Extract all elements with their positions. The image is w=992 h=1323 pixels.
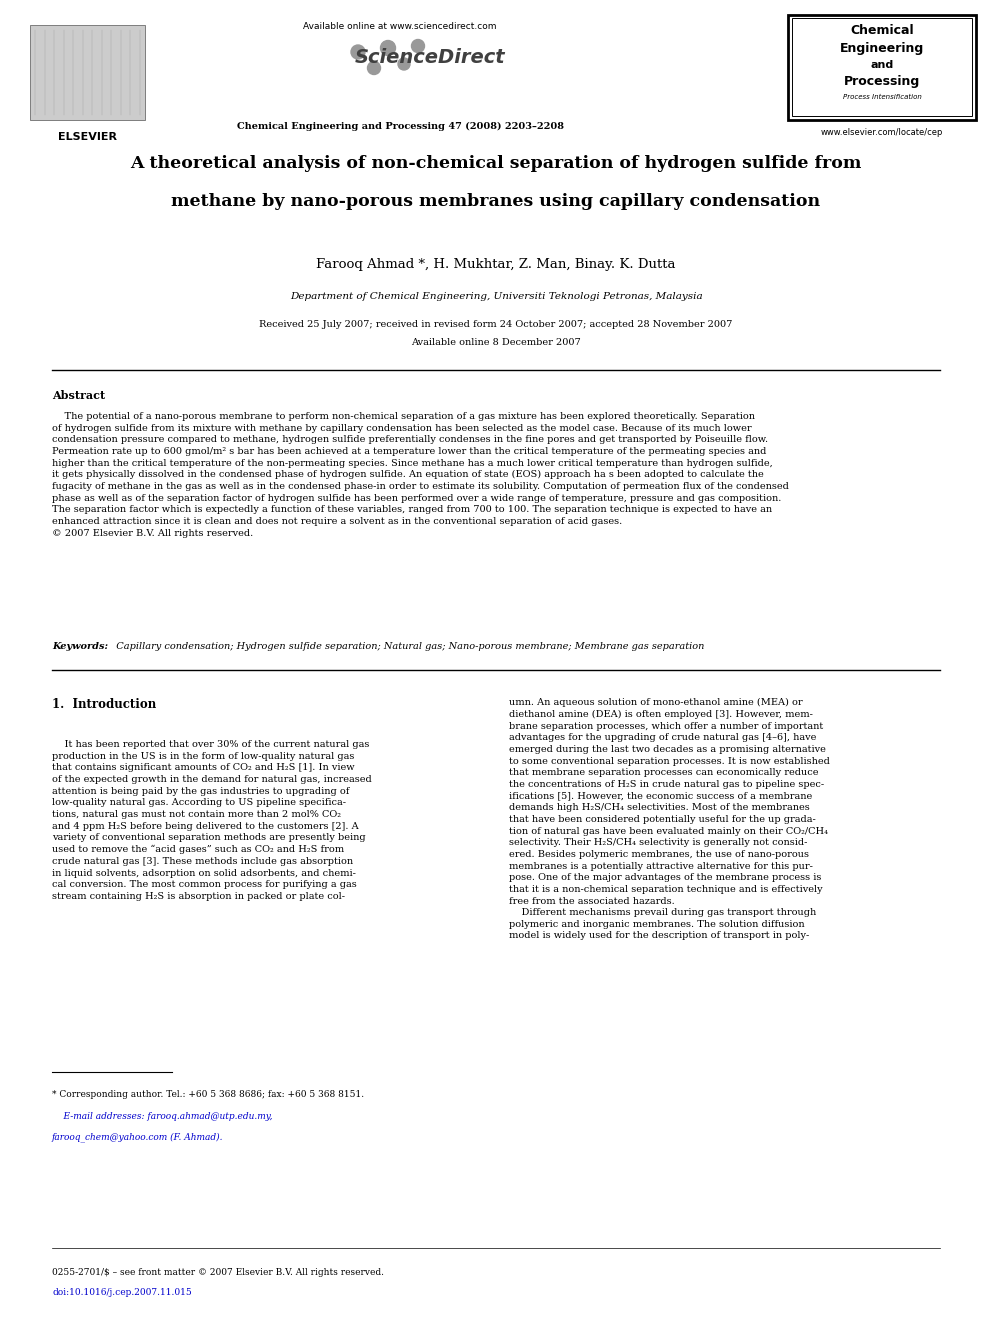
Text: Available online at www.sciencedirect.com: Available online at www.sciencedirect.co… xyxy=(304,22,497,30)
Text: A theoretical analysis of non-chemical separation of hydrogen sulfide from: A theoretical analysis of non-chemical s… xyxy=(130,155,862,172)
Text: Chemical Engineering and Processing 47 (2008) 2203–2208: Chemical Engineering and Processing 47 (… xyxy=(236,122,563,131)
Text: Received 25 July 2007; received in revised form 24 October 2007; accepted 28 Nov: Received 25 July 2007; received in revis… xyxy=(259,320,733,329)
Text: www.elsevier.com/locate/cep: www.elsevier.com/locate/cep xyxy=(820,128,943,138)
Text: farooq_chem@yahoo.com (F. Ahmad).: farooq_chem@yahoo.com (F. Ahmad). xyxy=(52,1132,223,1142)
Circle shape xyxy=(381,41,396,56)
Text: 1.  Introduction: 1. Introduction xyxy=(52,699,157,710)
Text: Process Intensification: Process Intensification xyxy=(842,94,922,101)
Text: Farooq Ahmad *, H. Mukhtar, Z. Man, Binay. K. Dutta: Farooq Ahmad *, H. Mukhtar, Z. Man, Bina… xyxy=(316,258,676,271)
Text: Available online 8 December 2007: Available online 8 December 2007 xyxy=(411,337,581,347)
Text: 0255-2701/$ – see front matter © 2007 Elsevier B.V. All rights reserved.: 0255-2701/$ – see front matter © 2007 El… xyxy=(52,1267,384,1277)
Text: and: and xyxy=(870,60,894,70)
Text: E-mail addresses: farooq.ahmad@utp.edu.my,: E-mail addresses: farooq.ahmad@utp.edu.m… xyxy=(52,1113,273,1121)
Bar xyxy=(792,19,972,116)
Text: ELSEVIER: ELSEVIER xyxy=(58,132,117,142)
Text: Capillary condensation; Hydrogen sulfide separation; Natural gas; Nano-porous me: Capillary condensation; Hydrogen sulfide… xyxy=(110,642,704,651)
Text: Abstract: Abstract xyxy=(52,390,105,401)
Text: methane by nano-porous membranes using capillary condensation: methane by nano-porous membranes using c… xyxy=(172,193,820,210)
Text: ScienceDirect: ScienceDirect xyxy=(355,48,505,67)
Text: The potential of a nano-porous membrane to perform non-chemical separation of a : The potential of a nano-porous membrane … xyxy=(52,411,789,537)
Circle shape xyxy=(367,61,381,74)
Circle shape xyxy=(412,40,425,53)
Bar xyxy=(788,15,976,120)
Circle shape xyxy=(351,45,365,60)
Text: Department of Chemical Engineering, Universiti Teknologi Petronas, Malaysia: Department of Chemical Engineering, Univ… xyxy=(290,292,702,302)
Text: It has been reported that over 30% of the current natural gas
production in the : It has been reported that over 30% of th… xyxy=(52,740,372,901)
Text: Chemical: Chemical xyxy=(850,24,914,37)
Text: umn. An aqueous solution of mono-ethanol amine (MEA) or
diethanol amine (DEA) is: umn. An aqueous solution of mono-ethanol… xyxy=(509,699,829,941)
Bar xyxy=(30,25,145,120)
Text: * Corresponding author. Tel.: +60 5 368 8686; fax: +60 5 368 8151.: * Corresponding author. Tel.: +60 5 368 … xyxy=(52,1090,364,1099)
Text: Processing: Processing xyxy=(844,75,921,89)
Text: doi:10.1016/j.cep.2007.11.015: doi:10.1016/j.cep.2007.11.015 xyxy=(52,1289,191,1297)
Text: Engineering: Engineering xyxy=(840,42,925,56)
Circle shape xyxy=(398,58,410,70)
Text: Keywords:: Keywords: xyxy=(52,642,108,651)
